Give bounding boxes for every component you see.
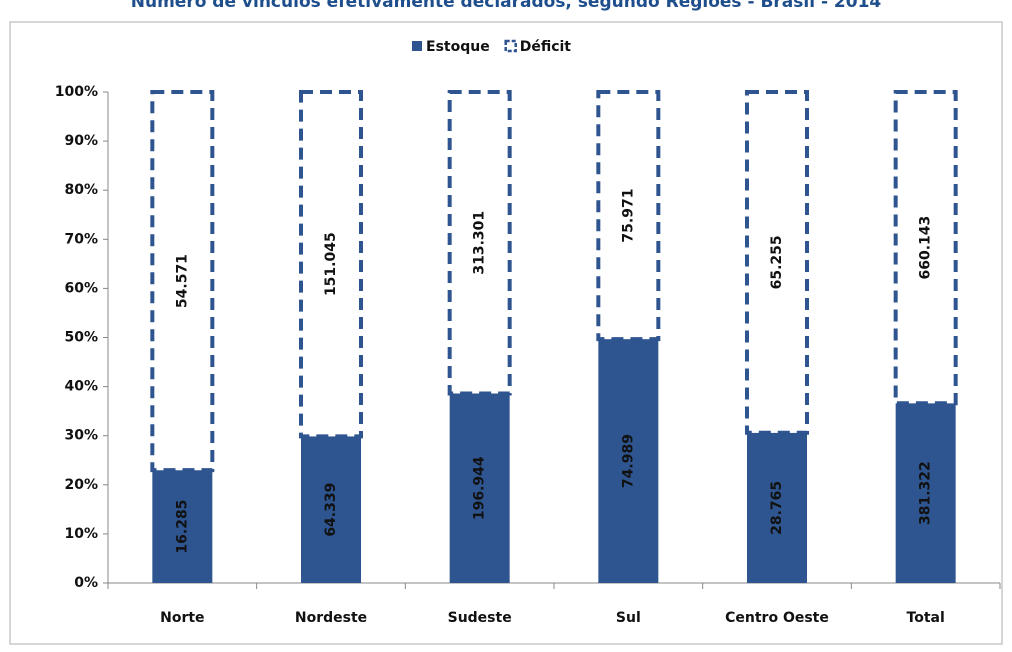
chart-title: Número de vínculos efetivamente declarad… — [131, 0, 882, 12]
y-tick-label: 100% — [55, 84, 98, 100]
data-label: 660.143 — [918, 216, 934, 280]
bar-segment — [893, 90, 958, 406]
x-tick-label: Centro Oeste — [725, 610, 829, 626]
x-tick-label: Norte — [160, 610, 204, 626]
y-tick-label: 40% — [64, 379, 98, 395]
bar-segment — [299, 90, 363, 439]
y-tick-label: 10% — [64, 526, 98, 542]
x-tick-label: Nordeste — [295, 610, 367, 626]
bar-segment — [747, 432, 807, 583]
bar-segment — [447, 90, 512, 396]
data-label: 313.301 — [472, 211, 488, 275]
y-tick-label: 50% — [64, 330, 98, 346]
y-tick-label: 80% — [64, 182, 98, 198]
x-tick-label: Sul — [616, 610, 641, 626]
x-tick-label: Total — [907, 610, 945, 626]
data-label: 381.322 — [918, 461, 934, 525]
y-tick-label: 90% — [64, 133, 98, 149]
bar-segment — [150, 90, 215, 473]
data-label: 54.571 — [174, 254, 190, 308]
y-tick-label: 20% — [64, 477, 98, 493]
bar-segment — [596, 90, 661, 342]
legend-label: Estoque — [426, 39, 490, 55]
data-label: 196.944 — [472, 456, 488, 520]
bar-segment — [301, 436, 361, 583]
bar-segment — [598, 339, 659, 583]
bar-segment — [449, 393, 510, 583]
data-label: 151.045 — [323, 232, 339, 296]
y-tick-label: 70% — [64, 231, 98, 247]
bar-segment — [745, 90, 809, 435]
bar-segment — [895, 403, 956, 583]
legend: Estoque Déficit — [412, 39, 571, 55]
data-label: 65.255 — [769, 235, 785, 289]
data-label: 28.765 — [769, 481, 785, 535]
data-label: 64.339 — [323, 483, 339, 537]
data-label: 75.971 — [620, 189, 636, 243]
legend-label: Déficit — [520, 39, 572, 55]
data-label: 74.989 — [620, 434, 636, 488]
y-tick-label: 60% — [64, 280, 98, 296]
y-tick-label: 30% — [64, 428, 98, 444]
bar-segment — [152, 470, 213, 583]
x-tick-label: Sudeste — [448, 610, 512, 626]
data-label: 16.285 — [174, 500, 190, 554]
legend-swatch — [412, 41, 422, 51]
legend-swatch — [504, 39, 517, 53]
y-tick-label: 0% — [74, 575, 98, 591]
